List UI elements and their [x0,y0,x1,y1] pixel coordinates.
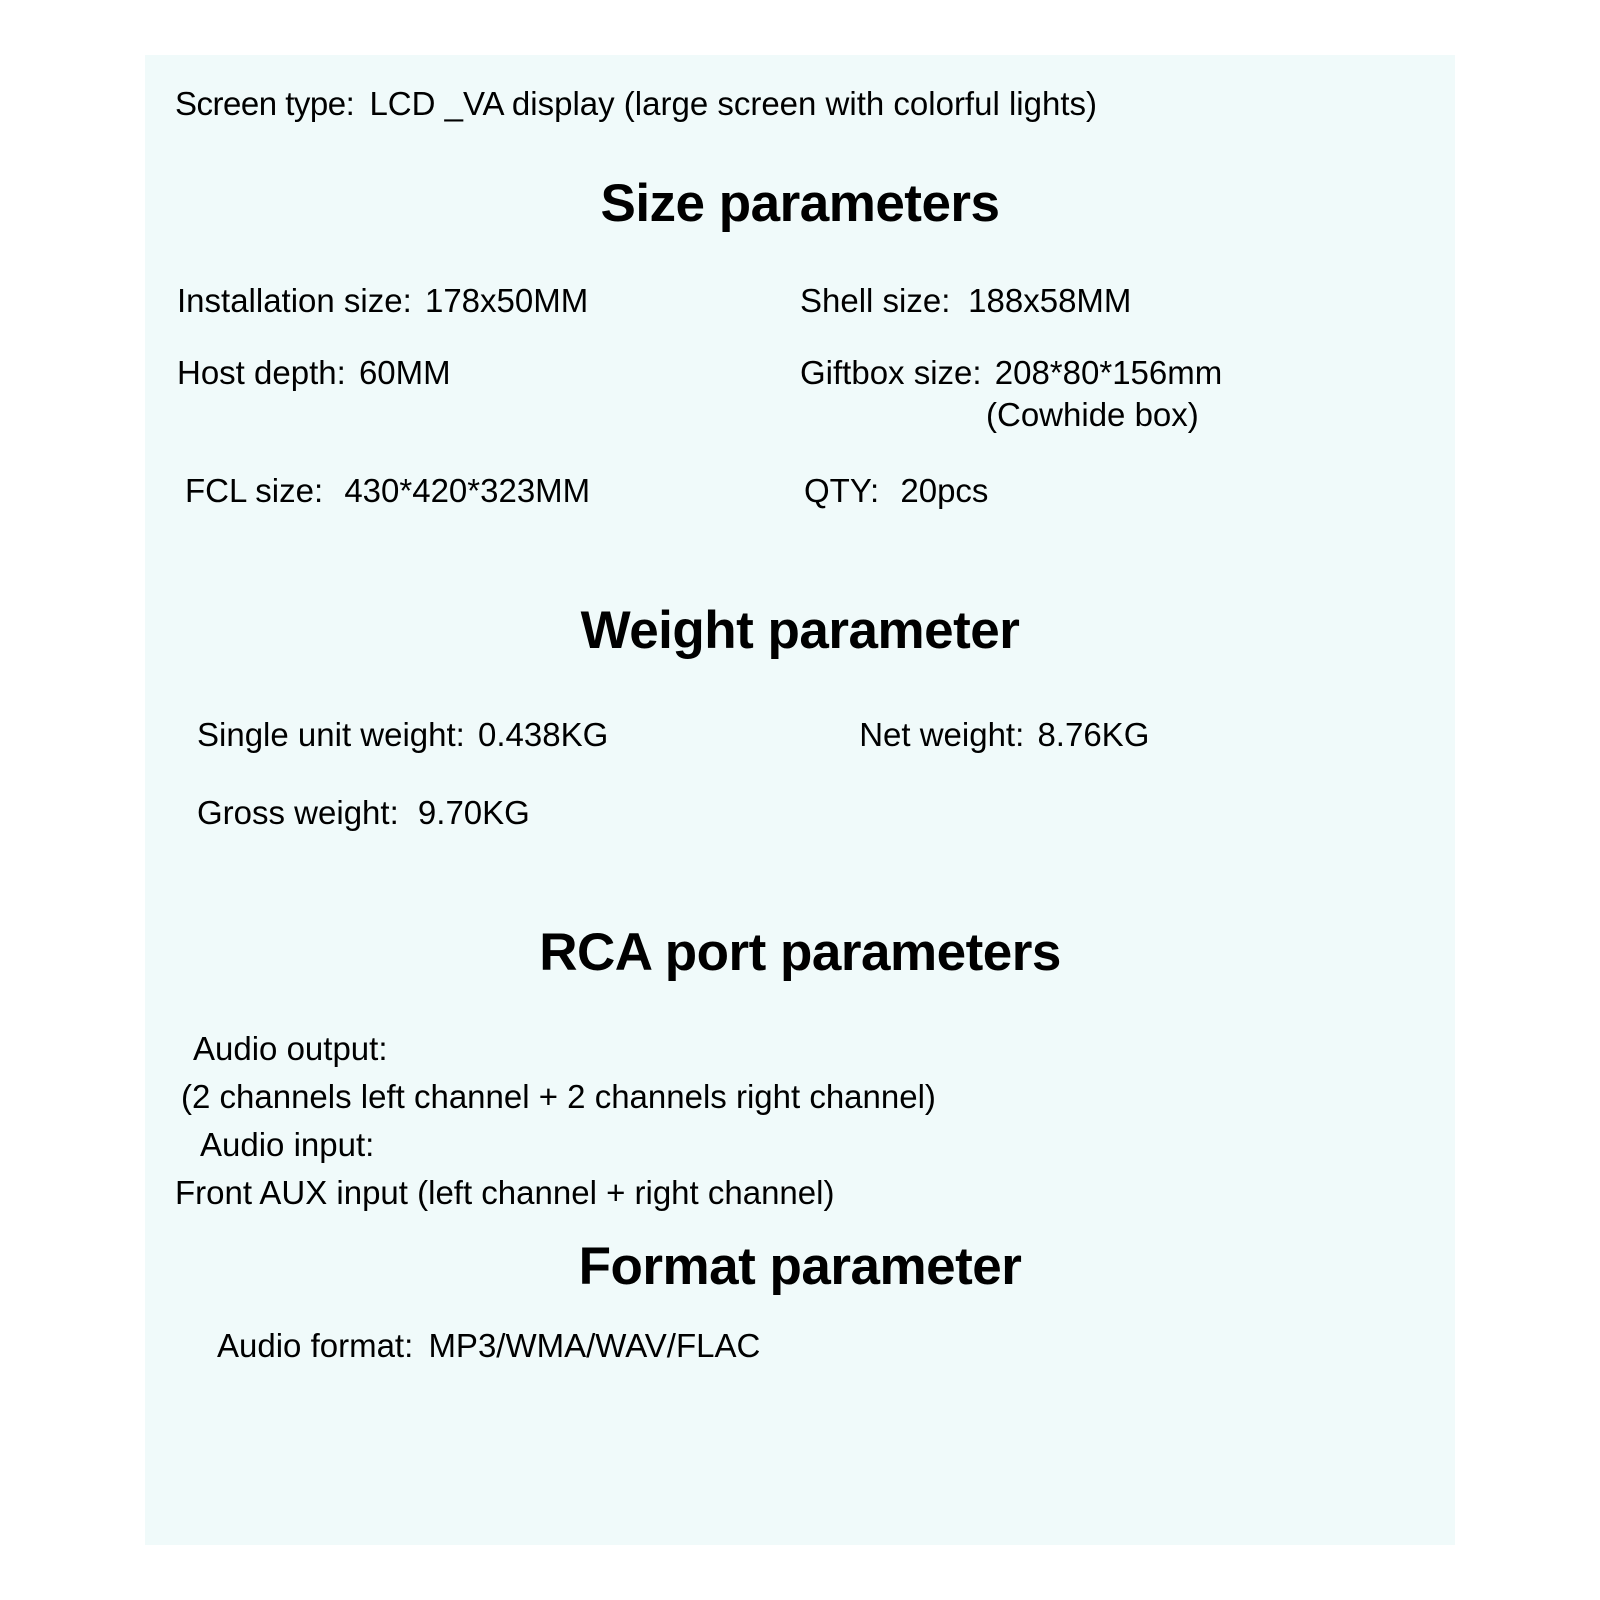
host-depth-cell: Host depth: 60MM [175,354,800,434]
net-weight-label: Net weight: [859,716,1024,753]
giftbox-size-cell: Giftbox size: 208*80*156mm (Cowhide box) [800,354,1425,434]
single-weight-value: 0.438KG [478,716,608,753]
giftbox-size-label: Giftbox size: [800,354,982,391]
weight-row-2: Gross weight: 9.70KG [175,794,1425,832]
giftbox-note: (Cowhide box) [986,396,1425,434]
host-depth-label: Host depth: [177,354,346,391]
audio-format-value: MP3/WMA/WAV/FLAC [428,1327,760,1364]
audio-output-value: (2 channels left channel + 2 channels ri… [175,1073,1425,1121]
spec-panel: Screen type: LCD _VA display (large scre… [145,55,1455,1545]
fcl-size-cell: FCL size: 430*420*323MM [183,472,804,510]
rca-block: Audio output: (2 channels left channel +… [175,1025,1425,1216]
size-row-1: Installation size: 178x50MM Shell size: … [175,282,1425,320]
audio-output-label: Audio output: [175,1025,1425,1073]
screen-type-row: Screen type: LCD _VA display (large scre… [175,85,1425,123]
audio-format-label: Audio format: [217,1327,413,1364]
fcl-size-value: 430*420*323MM [344,472,590,509]
weight-row-1: Single unit weight: 0.438KG Net weight: … [175,716,1425,754]
size-heading: Size parameters [175,173,1425,234]
size-row-3: FCL size: 430*420*323MM QTY: 20pcs [175,472,1425,510]
qty-value: 20pcs [900,472,988,509]
gross-weight-label: Gross weight: [197,794,399,831]
single-weight-label: Single unit weight: [197,716,465,753]
installation-size-cell: Installation size: 178x50MM [175,282,800,320]
weight-heading: Weight parameter [175,600,1425,661]
qty-label: QTY: [804,472,879,509]
qty-cell: QTY: 20pcs [804,472,1425,510]
shell-size-cell: Shell size: 188x58MM [800,282,1425,320]
audio-input-value: Front AUX input (left channel + right ch… [175,1169,1425,1217]
format-heading: Format parameter [175,1236,1425,1297]
gross-weight-value: 9.70KG [418,794,530,831]
screen-type-label: Screen type: [175,85,354,122]
host-depth-value: 60MM [359,354,451,391]
size-row-2: Host depth: 60MM Giftbox size: 208*80*15… [175,354,1425,434]
single-weight-cell: Single unit weight: 0.438KG [195,716,859,754]
gross-weight-cell: Gross weight: 9.70KG [195,794,810,832]
installation-size-value: 178x50MM [425,282,588,319]
shell-size-label: Shell size: [800,282,955,320]
net-weight-value: 8.76KG [1037,716,1149,753]
giftbox-size-value: 208*80*156mm [995,354,1223,391]
net-weight-cell: Net weight: 8.76KG [859,716,1425,754]
audio-input-label: Audio input: [175,1121,1425,1169]
rca-heading: RCA port parameters [175,922,1425,983]
audio-format-row: Audio format: MP3/WMA/WAV/FLAC [175,1327,1425,1365]
screen-type-value: LCD _VA display (large screen with color… [369,85,1097,122]
fcl-size-label: FCL size: [185,472,323,509]
shell-size-value: 188x58MM [968,282,1131,319]
installation-size-label: Installation size: [177,282,412,319]
